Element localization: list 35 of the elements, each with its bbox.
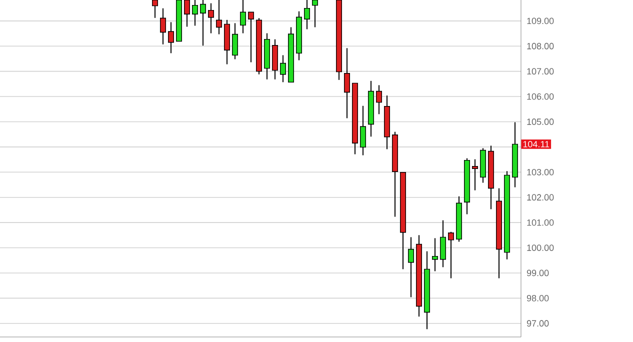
- candlestick: [152, 0, 158, 18]
- candlestick: [248, 12, 254, 63]
- y-tick-label: 106.00: [527, 93, 554, 100]
- y-tick-label: 99.00: [526, 270, 549, 276]
- candlestick: [200, 0, 206, 46]
- annotation: 104.11: [523, 140, 550, 148]
- candlestick: [448, 231, 454, 279]
- candlestick: [440, 220, 446, 268]
- candlestick: [432, 238, 438, 272]
- candlestick: [160, 8, 166, 45]
- candlestick: [312, 0, 318, 28]
- candlestick: [184, 0, 190, 28]
- y-tick-label: 109.00: [527, 18, 554, 24]
- candlestick: [208, 2, 214, 34]
- candlestick: [232, 22, 238, 60]
- candlestick: [216, 0, 222, 35]
- candlestick: [304, 0, 310, 30]
- candlestick: [408, 236, 414, 298]
- candlestick: [376, 84, 382, 115]
- y-tick-label: 102.00: [527, 194, 554, 201]
- y-tick-label: 103.00: [527, 168, 554, 176]
- y-tick-label: 108.00: [527, 42, 554, 50]
- candlestick: [472, 158, 478, 191]
- y-tick-label: 107.00: [527, 68, 554, 75]
- y-tick-label: 101.00: [527, 219, 554, 226]
- candlestick: [192, 0, 198, 26]
- y-tick-label: 98.00: [526, 294, 549, 302]
- candlestick: [240, 0, 246, 34]
- candlestick: [344, 48, 350, 119]
- candlestick: [360, 105, 366, 156]
- y-tick-label: 97.00: [526, 320, 549, 327]
- candlestick: [280, 54, 286, 83]
- candlestick: [168, 22, 174, 54]
- y-tick-label: 100.00: [527, 244, 554, 251]
- y-tick-label: 105.00: [527, 118, 554, 125]
